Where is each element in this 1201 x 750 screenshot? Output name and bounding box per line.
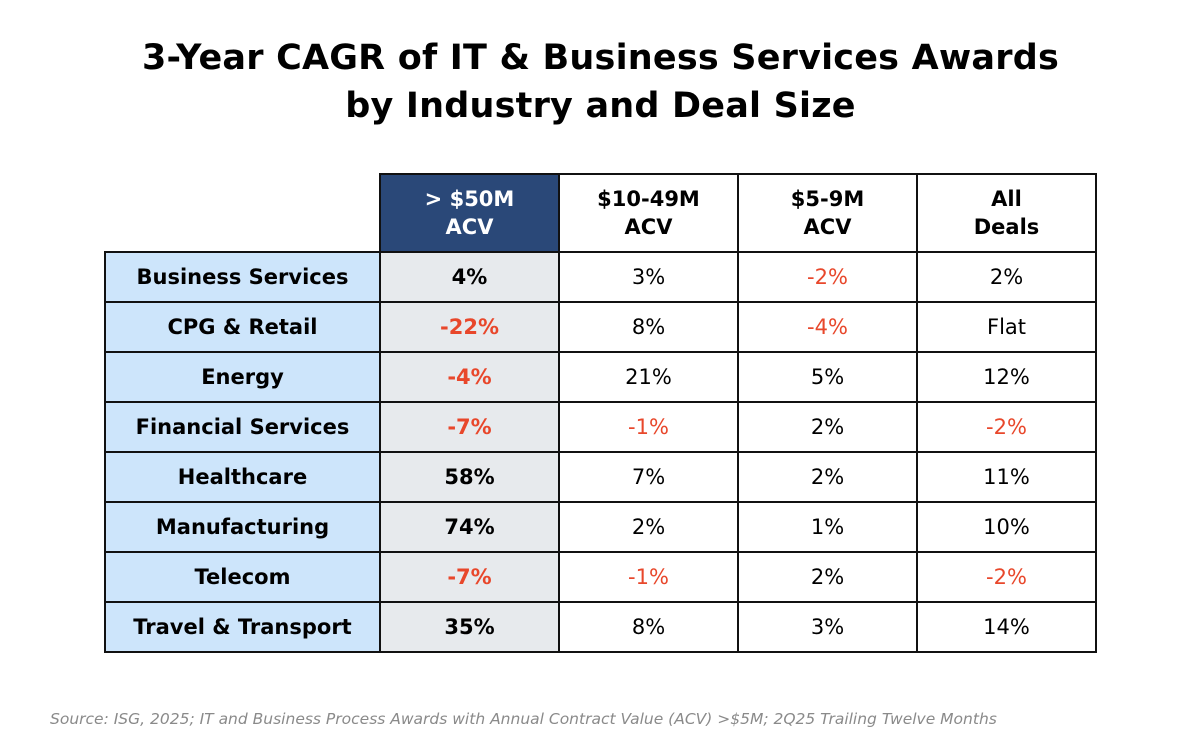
table-row: Telecom -7% -1% 2% -2% bbox=[104, 551, 1097, 603]
chart-title-line-2: by Industry and Deal Size bbox=[345, 86, 856, 126]
table-row: Energy -4% 21% 5% 12% bbox=[104, 351, 1097, 403]
row-label: Financial Services bbox=[104, 401, 381, 453]
table-cell: 58% bbox=[379, 451, 560, 503]
table-cell: 1% bbox=[737, 501, 918, 553]
column-header-line-2: Deals bbox=[973, 215, 1040, 239]
table-cell: 7% bbox=[558, 451, 739, 503]
table-cell: -7% bbox=[379, 401, 560, 453]
column-header-line-1: $5-9M bbox=[790, 187, 865, 211]
row-label: Travel & Transport bbox=[104, 601, 381, 653]
table-cell: 8% bbox=[558, 601, 739, 653]
table-cell: -22% bbox=[379, 301, 560, 353]
table-cell: 2% bbox=[737, 401, 918, 453]
table-cell: -2% bbox=[916, 551, 1097, 603]
header-corner bbox=[105, 174, 380, 252]
table-cell: -4% bbox=[737, 301, 918, 353]
row-label: Energy bbox=[104, 351, 381, 403]
table-cell: 2% bbox=[737, 551, 918, 603]
table-row: Business Services 4% 3% -2% 2% bbox=[104, 251, 1097, 303]
row-label: Healthcare bbox=[104, 451, 381, 503]
table-row: Healthcare 58% 7% 2% 11% bbox=[104, 451, 1097, 503]
table-cell: -2% bbox=[737, 251, 918, 303]
table-cell: 74% bbox=[379, 501, 560, 553]
table-cell: 8% bbox=[558, 301, 739, 353]
source-note: Source: ISG, 2025; IT and Business Proce… bbox=[50, 710, 997, 728]
table-cell: 12% bbox=[916, 351, 1097, 403]
table-row: Financial Services -7% -1% 2% -2% bbox=[104, 401, 1097, 453]
column-header-over-50m: > $50M ACV bbox=[379, 173, 560, 253]
table-cell: 2% bbox=[916, 251, 1097, 303]
column-header-line-2: ACV bbox=[445, 215, 494, 239]
cagr-table: > $50M ACV $10-49M ACV $5-9M ACV All Dea… bbox=[104, 173, 1097, 653]
column-header-all-deals: All Deals bbox=[916, 173, 1097, 253]
table-cell: 21% bbox=[558, 351, 739, 403]
table-cell: -1% bbox=[558, 551, 739, 603]
table-row: Travel & Transport 35% 8% 3% 14% bbox=[104, 601, 1097, 653]
column-header-line-2: ACV bbox=[803, 215, 852, 239]
table-cell: 5% bbox=[737, 351, 918, 403]
chart-title-line-1: 3-Year CAGR of IT & Business Services Aw… bbox=[142, 38, 1059, 78]
table-cell: 14% bbox=[916, 601, 1097, 653]
table-row: CPG & Retail -22% 8% -4% Flat bbox=[104, 301, 1097, 353]
table-cell: -4% bbox=[379, 351, 560, 403]
header-row: > $50M ACV $10-49M ACV $5-9M ACV All Dea… bbox=[105, 173, 1097, 253]
table-cell: -1% bbox=[558, 401, 739, 453]
table-cell: -2% bbox=[916, 401, 1097, 453]
table-cell: 3% bbox=[737, 601, 918, 653]
column-header-5-9m: $5-9M ACV bbox=[737, 173, 918, 253]
row-label: Business Services bbox=[104, 251, 381, 303]
row-label: CPG & Retail bbox=[104, 301, 381, 353]
table-cell: 10% bbox=[916, 501, 1097, 553]
table-cell: 35% bbox=[379, 601, 560, 653]
table-cell: 11% bbox=[916, 451, 1097, 503]
column-header-line-1: > $50M bbox=[424, 187, 515, 211]
table-cell: -7% bbox=[379, 551, 560, 603]
column-header-10-49m: $10-49M ACV bbox=[558, 173, 739, 253]
chart-title: 3-Year CAGR of IT & Business Services Aw… bbox=[0, 34, 1201, 130]
column-header-line-2: ACV bbox=[624, 215, 673, 239]
table-cell: Flat bbox=[916, 301, 1097, 353]
table-cell: 3% bbox=[558, 251, 739, 303]
row-label: Telecom bbox=[104, 551, 381, 603]
column-header-line-1: All bbox=[991, 187, 1022, 211]
table-cell: 2% bbox=[737, 451, 918, 503]
row-label: Manufacturing bbox=[104, 501, 381, 553]
table-cell: 4% bbox=[379, 251, 560, 303]
table-row: Manufacturing 74% 2% 1% 10% bbox=[104, 501, 1097, 553]
column-header-line-1: $10-49M bbox=[597, 187, 700, 211]
table-cell: 2% bbox=[558, 501, 739, 553]
